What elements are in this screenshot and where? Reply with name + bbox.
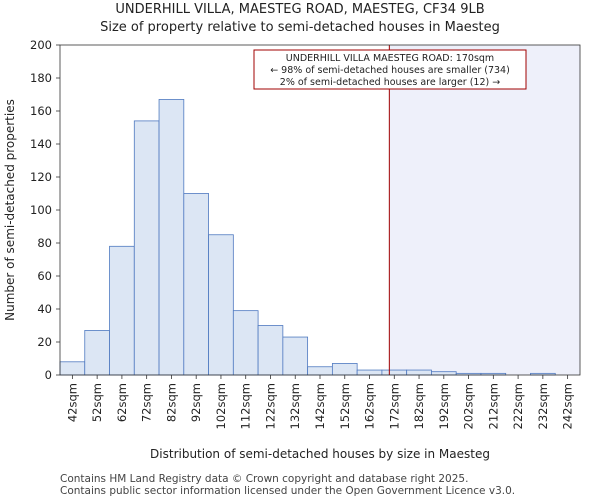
histogram-bar	[183, 193, 209, 376]
y-tick-label: 160	[30, 104, 52, 118]
histogram-bar	[133, 120, 160, 376]
x-tick-label: 102sqm	[214, 383, 228, 429]
histogram-bar	[158, 99, 185, 376]
x-tick-label: 222sqm	[511, 383, 525, 429]
histogram-bar	[381, 369, 408, 376]
y-tick-label: 100	[30, 203, 52, 217]
x-axis-label: Distribution of semi-detached houses by …	[150, 447, 490, 461]
annotation-line-2: ← 98% of semi-detached houses are smalle…	[270, 65, 510, 76]
histogram-bar	[331, 363, 358, 376]
chart-title: UNDERHILL VILLA, MAESTEG ROAD, MAESTEG, …	[115, 2, 485, 17]
histogram-bar	[109, 245, 135, 376]
x-tick-label: 132sqm	[288, 383, 302, 429]
histogram-bar	[431, 371, 457, 376]
histogram-bar	[257, 325, 284, 376]
x-tick-label: 92sqm	[189, 383, 203, 422]
annotation-line-3: 2% of semi-detached houses are larger (1…	[280, 77, 500, 88]
y-tick-label: 40	[37, 302, 52, 316]
histogram-bar	[59, 361, 86, 376]
y-tick-label: 20	[37, 335, 52, 349]
chart-subtitle: Size of property relative to semi-detach…	[100, 20, 500, 35]
y-tick-label: 80	[37, 236, 52, 250]
y-tick-label: 200	[30, 38, 52, 52]
y-tick-label: 60	[37, 269, 52, 283]
footer-licence: Contains public sector information licen…	[60, 485, 516, 497]
x-tick-label: 232sqm	[536, 383, 550, 429]
histogram-chart: 0 20 40 60 80 100 120 140 160 180 200 42sqm 52sqm 62s…	[3, 38, 581, 461]
histogram-bar	[307, 366, 333, 376]
histogram-bar	[406, 369, 432, 376]
y-axis-label: Number of semi-detached properties	[3, 99, 17, 321]
histogram-bar	[282, 336, 309, 376]
annotation-box	[253, 49, 527, 90]
y-tick-label: 120	[30, 170, 52, 184]
x-tick-label: 242sqm	[561, 383, 575, 429]
footer-copyright: Contains HM Land Registry data © Crown c…	[60, 473, 469, 485]
x-tick-label: 72sqm	[140, 383, 154, 422]
histogram-bar	[84, 330, 110, 376]
x-tick-label: 152sqm	[338, 383, 352, 429]
histogram-bar	[232, 310, 259, 376]
x-tick-label: 42sqm	[65, 383, 79, 422]
x-tick-label: 192sqm	[437, 383, 451, 429]
x-tick-label: 52sqm	[90, 383, 104, 422]
y-tick-label: 0	[45, 368, 52, 382]
x-tick-label: 172sqm	[387, 383, 401, 429]
x-tick-label: 162sqm	[363, 383, 377, 429]
x-tick-label: 212sqm	[486, 383, 500, 429]
x-tick-label: 62sqm	[115, 383, 129, 422]
annotation-line-1: UNDERHILL VILLA MAESTEG ROAD: 170sqm	[286, 53, 494, 64]
x-tick-label: 142sqm	[313, 383, 327, 429]
x-tick-label: 182sqm	[412, 383, 426, 429]
histogram-bar	[356, 369, 383, 376]
x-tick-label: 202sqm	[462, 383, 476, 429]
y-tick-label: 180	[30, 71, 52, 85]
x-tick-label: 112sqm	[239, 383, 253, 429]
highlight-region	[389, 45, 580, 375]
x-tick-label: 82sqm	[164, 383, 178, 422]
x-tick-label: 122sqm	[263, 383, 277, 429]
y-tick-label: 140	[30, 137, 52, 151]
histogram-bar	[208, 234, 234, 376]
